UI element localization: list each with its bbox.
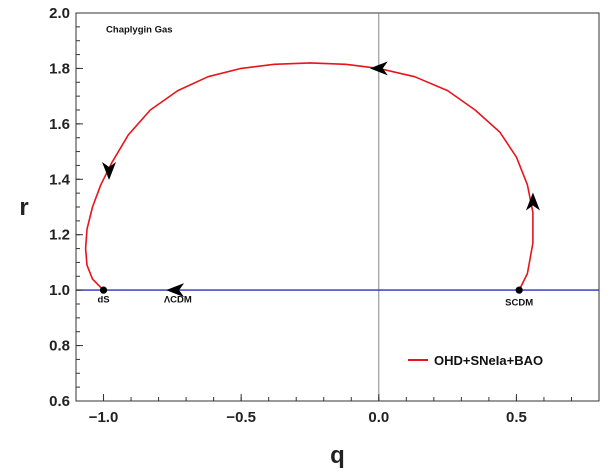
y-tick-label: 1.6 [49, 116, 70, 133]
fixed-point-ds [99, 286, 108, 294]
x-tick-label: −0.5 [226, 409, 256, 426]
x-tick-label: 0.5 [506, 409, 527, 426]
y-tick-label: 1.0 [49, 282, 70, 299]
legend: OHD+SNeIa+BAO [402, 348, 592, 372]
plot-frame [75, 12, 600, 402]
direction-arrow [369, 61, 388, 76]
legend-entry: OHD+SNeIa+BAO [434, 353, 543, 368]
direction-arrow [166, 283, 185, 298]
annotation: dS [97, 295, 109, 306]
y-axis-label: r [19, 194, 28, 221]
annotation: SCDM [505, 297, 533, 308]
y-tick-label: 1.4 [49, 171, 71, 188]
y-tick-label: 0.6 [49, 393, 70, 410]
direction-arrow [525, 192, 540, 211]
annotation: Chaplygin Gas [106, 24, 173, 35]
direction-arrow [102, 161, 117, 180]
fixed-point-scdm [515, 286, 523, 294]
y-tick-label: 2.0 [49, 5, 70, 22]
annotation: ΛCDM [164, 295, 192, 306]
y-tick-label: 0.8 [49, 338, 70, 355]
trajectory-curve [84, 62, 534, 291]
x-tick-label: 0.0 [368, 409, 389, 426]
x-axis-label: q [330, 442, 345, 469]
y-tick-label: 1.2 [49, 227, 70, 244]
legend-box [402, 348, 592, 372]
x-tick-label: −1.0 [89, 409, 119, 426]
y-tick-label: 1.8 [49, 60, 70, 77]
